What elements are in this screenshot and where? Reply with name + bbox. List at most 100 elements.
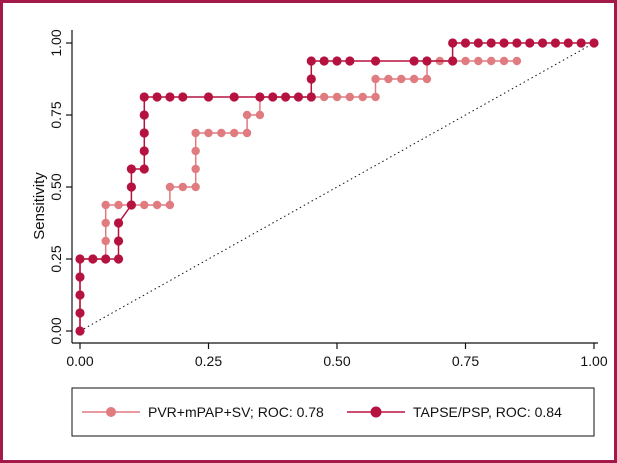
data-point	[242, 110, 252, 120]
x-tick-label: 0.75	[452, 353, 479, 369]
data-point	[101, 218, 110, 228]
data-point	[114, 200, 123, 210]
data-point	[268, 92, 278, 102]
data-point	[101, 200, 110, 210]
data-point	[332, 56, 342, 66]
data-point	[101, 236, 110, 246]
data-point	[165, 182, 175, 192]
data-point	[75, 326, 85, 336]
data-point	[448, 38, 458, 48]
data-point	[113, 254, 124, 264]
legend-box	[71, 387, 595, 437]
data-point	[139, 92, 149, 102]
data-point	[139, 146, 149, 156]
data-point	[448, 56, 458, 66]
reference-line-layer	[79, 42, 595, 332]
data-point	[101, 254, 111, 264]
x-tick-label: 1.00	[580, 353, 607, 369]
x-tick-label: 0.50	[323, 353, 350, 369]
legend: PVR+mPAP+SV; ROC: 0.78 TAPSE/PSP, ROC: 0…	[71, 387, 595, 437]
data-point	[139, 110, 149, 120]
data-point	[512, 38, 522, 48]
data-point	[281, 92, 291, 102]
data-point	[370, 56, 381, 66]
data-point	[422, 56, 432, 66]
data-point	[293, 92, 304, 102]
data-point	[306, 74, 316, 84]
data-point	[422, 74, 432, 84]
data-point	[345, 92, 355, 102]
data-point	[306, 56, 316, 66]
data-point	[75, 290, 85, 300]
data-point	[371, 92, 380, 102]
legend-label-pvr: PVR+mPAP+SV; ROC: 0.78	[148, 404, 324, 420]
y-tick-label: 0.75	[48, 101, 64, 128]
data-point	[191, 164, 200, 174]
x-tick-label: 0.00	[66, 353, 93, 369]
data-point	[525, 38, 535, 48]
data-point	[255, 92, 265, 102]
data-point	[152, 92, 162, 102]
data-point	[178, 92, 188, 102]
data-point	[563, 38, 573, 48]
data-point	[358, 92, 367, 102]
data-point	[191, 128, 200, 138]
data-point	[191, 182, 200, 192]
data-point	[204, 128, 213, 138]
data-point	[126, 182, 136, 192]
data-point	[409, 56, 419, 66]
data-point	[499, 38, 509, 48]
data-point	[474, 56, 483, 66]
data-point	[499, 56, 509, 66]
data-point	[255, 110, 265, 120]
data-point	[217, 128, 226, 138]
ticks: 0.00 0.25 0.50 0.75 1.00 0.00 0.25 0.50 0.75 1.00	[48, 29, 608, 369]
series-line	[79, 60, 517, 331]
data-point	[113, 236, 124, 246]
data-point	[178, 182, 187, 192]
data-point	[165, 92, 175, 102]
legend-swatch-marker-tapse	[370, 406, 382, 418]
data-point	[75, 254, 85, 264]
series-2	[75, 38, 599, 336]
data-point	[345, 56, 355, 66]
data-point	[512, 56, 522, 66]
data-point	[152, 200, 162, 210]
data-point	[75, 308, 85, 318]
series-layer	[75, 38, 599, 336]
data-point	[165, 200, 175, 210]
y-axis-title: Sensitivity	[31, 172, 48, 240]
data-point	[487, 56, 496, 66]
data-point	[242, 128, 252, 138]
legend-entry-pvr: PVR+mPAP+SV; ROC: 0.78	[82, 404, 324, 420]
reference-diagonal-line	[79, 42, 595, 332]
data-point	[332, 92, 342, 102]
data-point	[203, 92, 214, 102]
data-point	[126, 200, 136, 210]
data-point	[473, 38, 483, 48]
data-point	[461, 56, 470, 66]
y-tick-label: 1.00	[48, 29, 64, 56]
data-point	[589, 38, 599, 48]
data-point	[538, 38, 548, 48]
data-point	[576, 38, 586, 48]
data-point	[113, 218, 124, 228]
data-point	[139, 128, 149, 138]
data-point	[191, 146, 200, 156]
data-point	[409, 74, 419, 84]
data-point	[88, 254, 98, 264]
legend-swatch-marker-pvr	[106, 407, 116, 417]
legend-label-tapse: TAPSE/PSP, ROC: 0.84	[413, 404, 562, 420]
data-point	[371, 74, 380, 84]
data-point	[140, 200, 149, 210]
data-point	[75, 272, 85, 282]
x-tick-label: 0.25	[195, 353, 222, 369]
axes	[71, 30, 598, 344]
data-point	[550, 38, 561, 48]
data-point	[139, 164, 149, 174]
data-point	[486, 38, 496, 48]
data-point	[460, 38, 471, 48]
legend-entry-tapse: TAPSE/PSP, ROC: 0.84	[347, 404, 562, 420]
y-tick-label: 0.00	[48, 317, 64, 344]
